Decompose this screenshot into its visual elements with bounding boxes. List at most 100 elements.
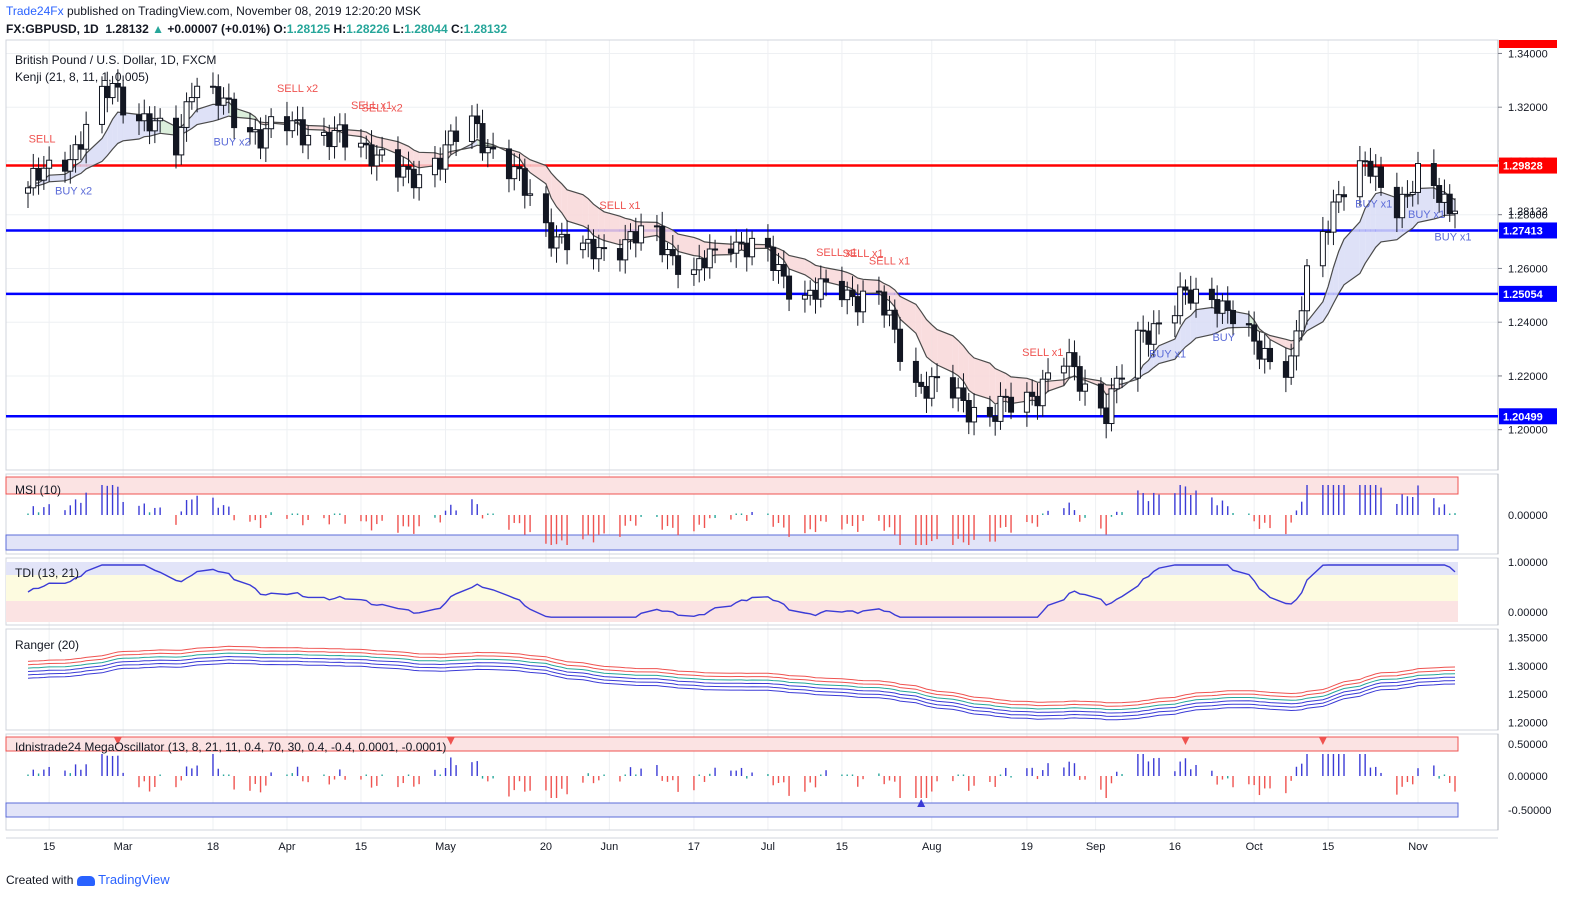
kenji-band-segment xyxy=(419,152,435,168)
candle xyxy=(838,280,845,301)
candle xyxy=(1367,160,1374,177)
tdi-line xyxy=(27,564,1456,618)
candle xyxy=(188,97,195,103)
msi-title: MSI (10) xyxy=(15,483,61,497)
tdi-tick: 1.00000 xyxy=(1508,557,1548,569)
kenji-band-segment xyxy=(1359,208,1366,274)
candle xyxy=(98,85,105,125)
signal-label: BUY x1 xyxy=(1408,209,1445,221)
candle xyxy=(881,291,888,316)
publisher-link[interactable]: Trade24Fx xyxy=(6,4,64,18)
tradingview-link[interactable]: TradingView xyxy=(98,872,170,887)
last-price-label: 1.28132 xyxy=(1508,206,1548,218)
time-axis[interactable]: 15 Mar 18 Apr 15 May 20 Jun 17 Jul 15 Aug 19 Sep 16 Oct… xyxy=(6,837,1498,853)
price-axis[interactable]: 1.34000 1.32000 1.30000 1.28000 1.26000 1.240… xyxy=(1498,40,1557,817)
candle xyxy=(823,278,830,282)
signal-label: SELL x2 xyxy=(362,102,403,114)
kenji-band-segment xyxy=(561,183,568,222)
candle xyxy=(553,236,560,249)
kenji-band-segment xyxy=(551,172,557,207)
candle xyxy=(1076,366,1083,392)
signal-label: SELL xyxy=(29,134,56,146)
candle xyxy=(965,399,972,423)
publish-line: Trade24Fx published on TradingView.com, … xyxy=(6,4,421,18)
candle xyxy=(1156,322,1163,325)
candle xyxy=(1372,166,1379,177)
kenji-band-segment xyxy=(49,174,65,182)
candle xyxy=(1008,396,1015,413)
candle xyxy=(246,127,253,133)
mega-tick: 0.00000 xyxy=(1508,771,1548,783)
signal-label: SELL x1 xyxy=(816,247,857,259)
candle xyxy=(992,415,999,422)
kenji-band-segment xyxy=(926,319,932,362)
candle xyxy=(764,237,771,248)
kenji-band-segment xyxy=(160,118,176,136)
candle xyxy=(326,131,333,148)
x-tick-label: Mar xyxy=(114,841,133,853)
candle xyxy=(986,406,993,417)
kenji-band-segment xyxy=(857,278,864,295)
candle xyxy=(875,290,882,293)
kenji-band-segment xyxy=(112,112,118,150)
kenji-band-segment xyxy=(931,324,938,365)
x-tick-label: 17 xyxy=(688,841,700,853)
candle xyxy=(1103,407,1110,425)
candle xyxy=(283,116,290,132)
kenji-band-segment xyxy=(989,363,996,404)
candle xyxy=(664,249,671,256)
candle xyxy=(305,134,312,146)
kenji-band-segment xyxy=(667,227,673,245)
candle xyxy=(468,115,475,142)
candle xyxy=(120,86,127,116)
kenji-band-segment xyxy=(847,272,853,289)
kenji-band-segment xyxy=(80,153,87,174)
candle xyxy=(157,117,164,122)
kenji-band-segment xyxy=(86,138,102,169)
signal-label: BUY xyxy=(1212,332,1235,344)
kenji-band-segment xyxy=(1148,352,1154,372)
candle xyxy=(268,116,275,130)
candle xyxy=(114,82,121,88)
candle xyxy=(595,247,602,260)
kenji-band-segment xyxy=(382,138,398,155)
kenji-band-segment xyxy=(1344,221,1360,285)
candle xyxy=(780,264,787,277)
kenji-band-segment xyxy=(921,311,927,357)
ranger-tick: 1.35000 xyxy=(1508,633,1548,645)
kenji-band-segment xyxy=(1185,315,1191,347)
candle xyxy=(1356,160,1363,198)
candle xyxy=(215,86,222,106)
x-tick-label: May xyxy=(435,841,456,853)
kenji-band-segment xyxy=(514,150,520,159)
candle xyxy=(1325,230,1332,233)
kenji-band-segment xyxy=(894,289,901,320)
candle xyxy=(25,187,31,194)
candle xyxy=(1330,201,1337,233)
candle xyxy=(738,241,745,244)
candle xyxy=(447,130,454,146)
y-tick-label: 1.28000 xyxy=(1508,210,1548,222)
kenji-band-segment xyxy=(715,243,731,255)
ranger-title: Ranger (20) xyxy=(15,638,79,652)
ranger-line xyxy=(27,645,1456,704)
last-price: 1.28132 xyxy=(105,22,149,36)
candle xyxy=(1430,163,1437,187)
kenji-band-segment xyxy=(567,189,583,226)
ranger-lines xyxy=(27,645,1456,721)
candle xyxy=(1108,388,1115,425)
signal-label: BUY x1 xyxy=(1355,198,1392,210)
candle xyxy=(1441,193,1448,203)
level-label: 1.20499 xyxy=(1503,411,1543,423)
kenji-band-segment xyxy=(223,102,229,118)
tradingview-logo-icon xyxy=(76,875,95,886)
kenji-band-segment xyxy=(1375,192,1382,248)
candle xyxy=(1071,352,1078,368)
kenji-band-segment xyxy=(1211,307,1218,335)
kenji-band-segment xyxy=(1180,319,1186,353)
candle xyxy=(632,231,639,244)
x-tick-label: 15 xyxy=(1322,841,1334,853)
candle xyxy=(690,269,697,275)
tdi-title: TDI (13, 21) xyxy=(15,566,79,580)
